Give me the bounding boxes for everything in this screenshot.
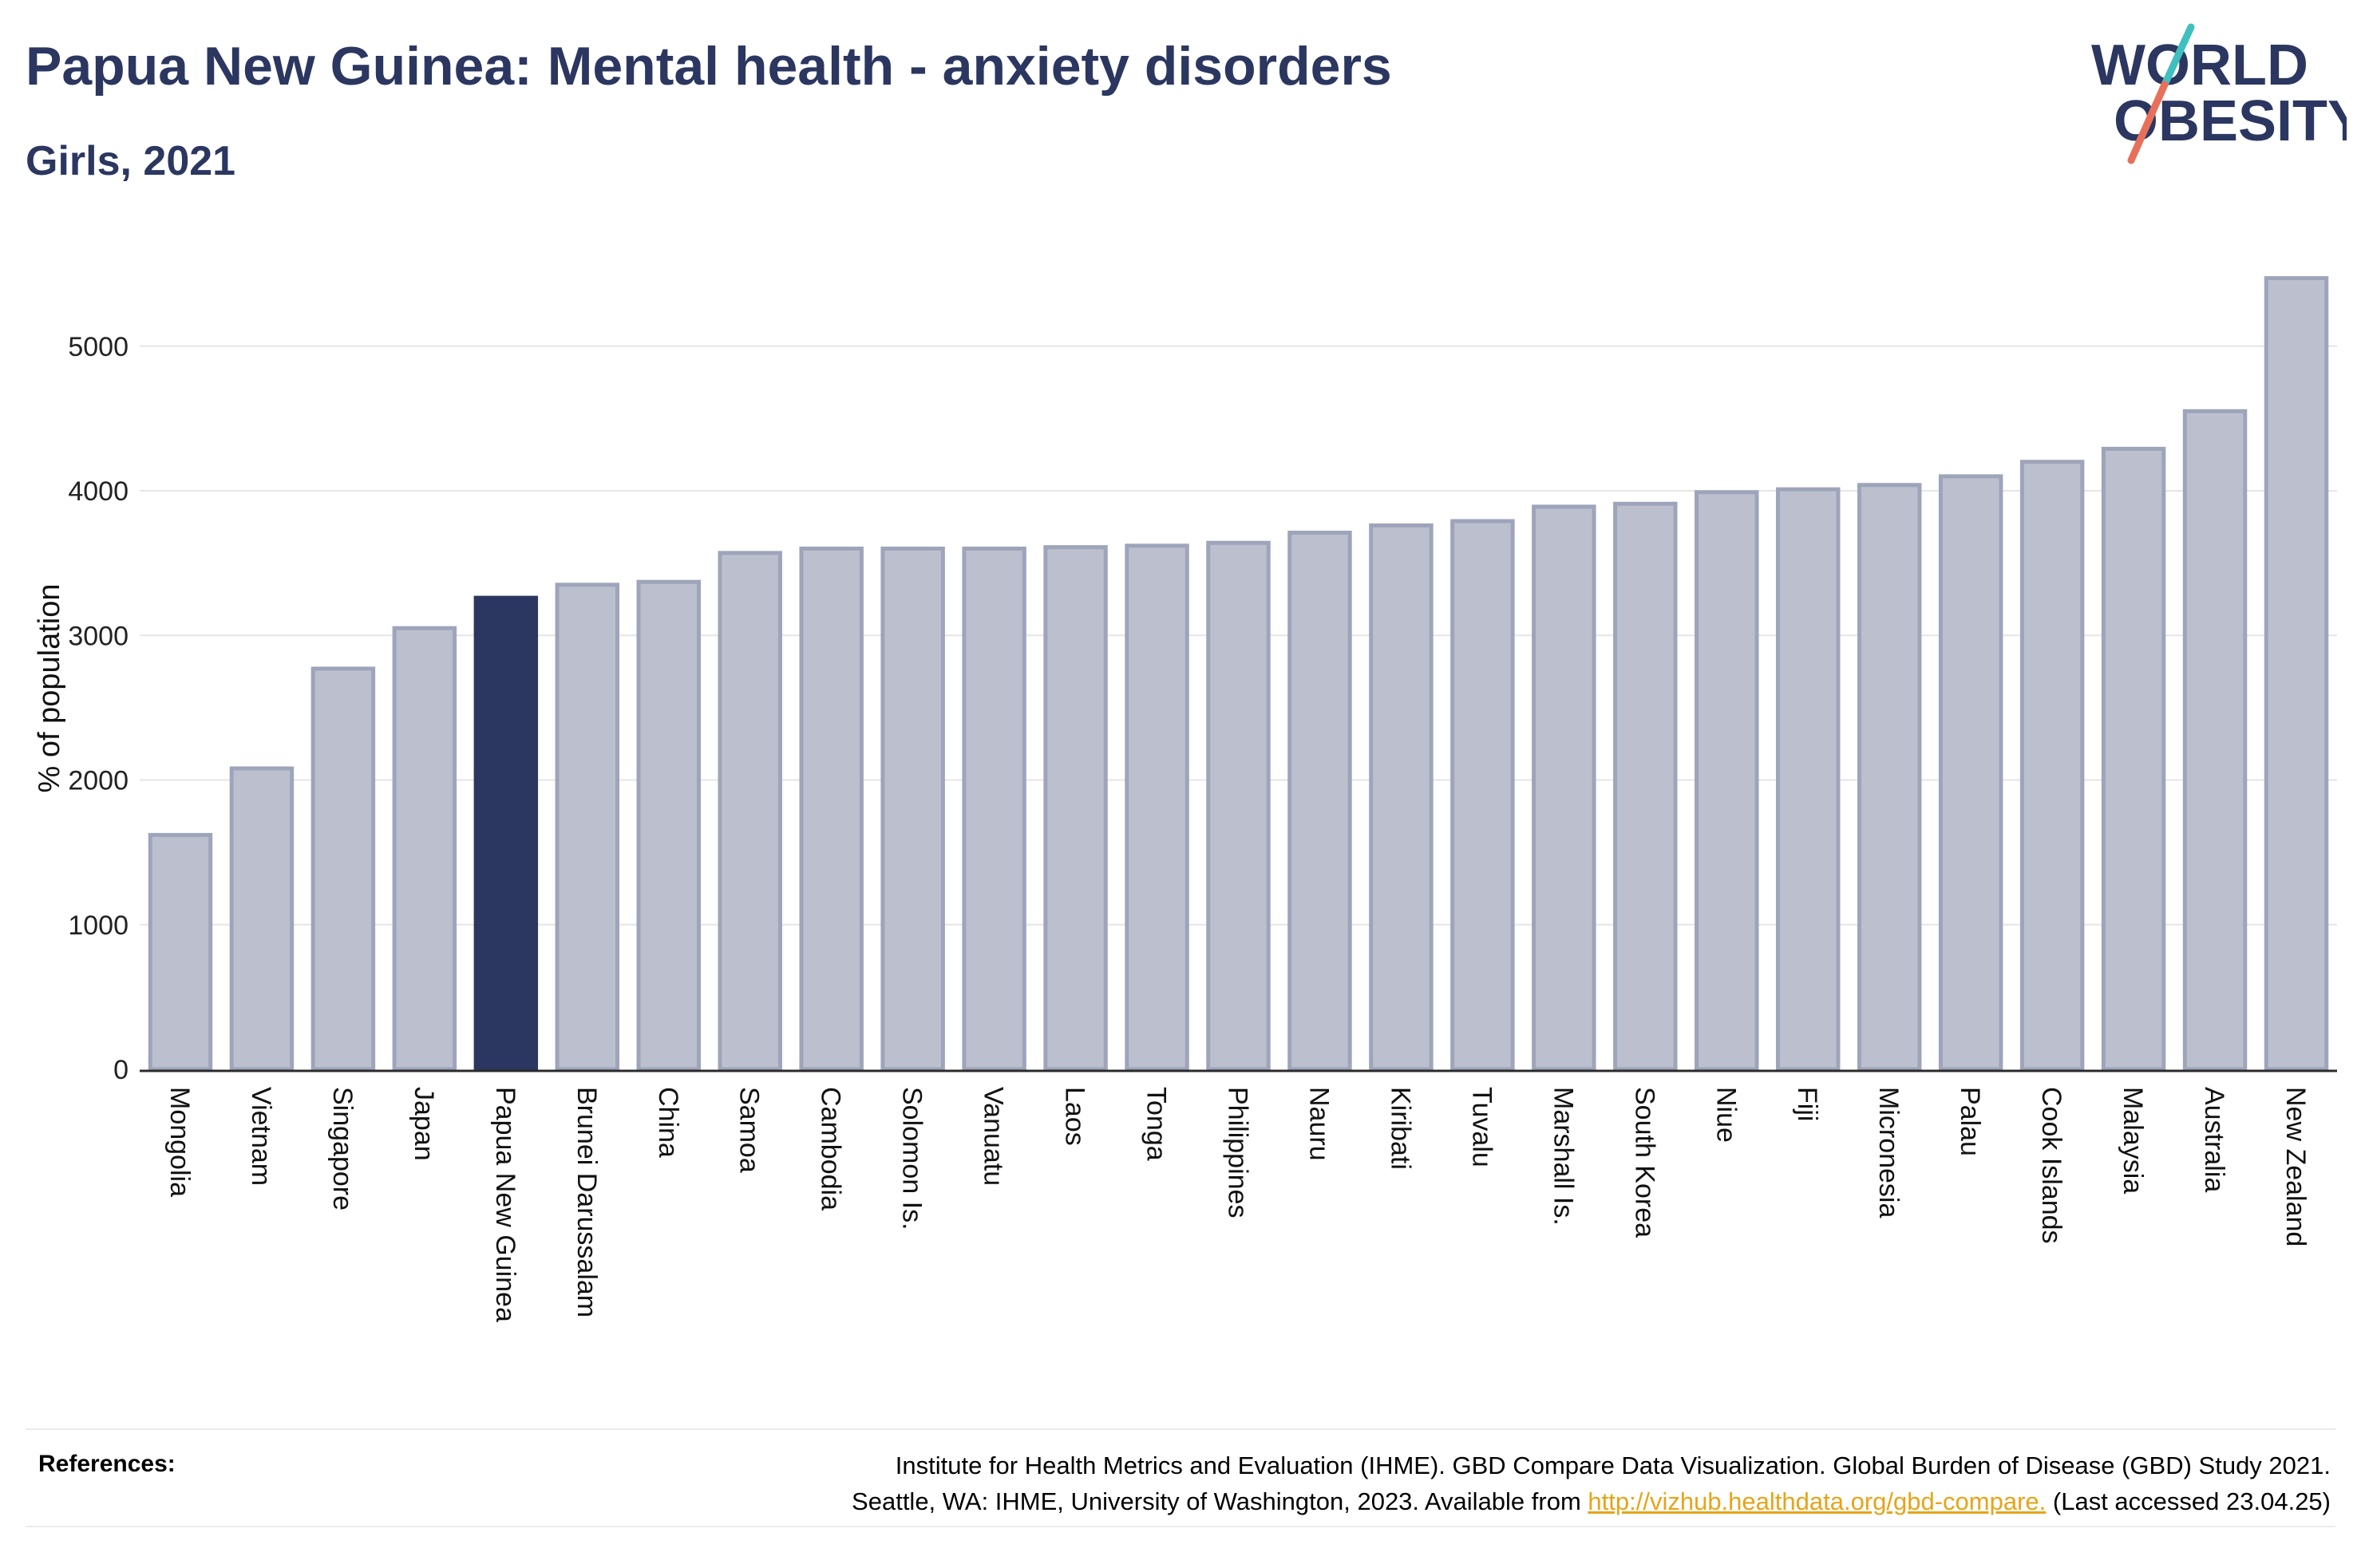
bar-solomon-is [880,547,945,1072]
bar-china [636,579,701,1072]
bars [148,276,2329,1072]
x-tick-label: Niue [1710,1087,1741,1143]
x-tick-label: Malaysia [2118,1087,2148,1194]
x-tick-label: Singapore [327,1087,358,1211]
x-tick-label: Fiji [1792,1087,1822,1121]
x-tick-label: Tuvalu [1466,1087,1497,1167]
logo-text-obesity: OBESITY [2114,89,2347,153]
x-tick-label: Cambodia [816,1087,846,1211]
x-tick-label: Japan [409,1087,439,1161]
bar-new-zealand [2264,276,2329,1072]
bar-samoa [718,551,782,1072]
references-line-2: Seattle, WA: IHME, University of Washing… [852,1484,2331,1520]
x-tick-label: China [653,1087,683,1158]
x-tick-label: Nauru [1303,1087,1334,1161]
bar-kiribati [1369,523,1434,1072]
references-divider-bottom [26,1526,2335,1527]
x-tick-label: Marshall Is. [1548,1087,1578,1226]
bar-brunei-darussalam [555,583,620,1072]
x-tick-label: Samoa [734,1087,765,1173]
references-line-1: Institute for Health Metrics and Evaluat… [895,1451,2331,1479]
x-tick-label: Solomon Is. [897,1087,927,1230]
bar-tuvalu [1450,519,1515,1072]
logo-slash-coral [2127,81,2169,164]
bar-singapore [310,666,376,1072]
world-obesity-logo: WORLD OBESITY [2091,23,2347,164]
bar-papua-new-guinea [473,595,539,1072]
bar-laos [1043,545,1108,1072]
bar-south-korea [1613,501,1678,1072]
bar-australia [2182,409,2248,1072]
bar-chart: 0 1000 2000 3000 4000 5000 Mongolia Vietnam Sin… [33,276,2337,1322]
y-tick-label: 2000 [68,766,129,796]
bar-palau [1938,474,2003,1072]
x-tick-label: Kiribati [1385,1087,1415,1170]
x-tick-label: Australia [2199,1087,2229,1192]
page-title: Papua New Guinea: Mental health - anxiet… [26,36,1392,97]
bar-mongolia [148,832,213,1072]
y-axis-label: % of population [33,584,66,793]
x-tick-label: Papua New Guinea [490,1087,520,1322]
references-line-2-suffix: (Last accessed 23.04.25) [2046,1487,2331,1515]
references-label: References: [38,1451,176,1477]
references-line-2-prefix: Seattle, WA: IHME, University of Washing… [852,1487,1588,1515]
bar-vietnam [229,766,295,1072]
references-text: Institute for Health Metrics and Evaluat… [852,1448,2331,1520]
x-tick-label: Cook Islands [2036,1087,2066,1244]
x-tick-label: Mongolia [164,1087,195,1197]
bar-tonga [1125,543,1189,1072]
bar-cambodia [799,547,864,1072]
bar-vanuatu [962,547,1026,1072]
y-tick-label: 1000 [68,910,129,941]
logo-text-world: WORLD [2091,34,2308,97]
references-link[interactable]: http://vizhub.healthdata.org/gbd-compare… [1588,1487,2047,1515]
bar-philippines [1206,540,1271,1072]
bar-cook-islands [2019,460,2085,1072]
y-tick-labels: 0 1000 2000 3000 4000 5000 [68,332,129,1085]
x-tick-label: New Zealand [2280,1087,2311,1246]
page-subtitle: Girls, 2021 [26,138,236,184]
y-tick-label: 3000 [68,621,129,651]
bar-malaysia [2101,446,2166,1072]
references-divider-top [26,1428,2335,1430]
x-tick-label: Laos [1060,1087,1090,1146]
bar-marshall-is [1532,504,1596,1072]
bar-micronesia [1857,483,1922,1072]
bar-japan [392,626,457,1072]
x-tick-label: Vanuatu [979,1087,1009,1186]
x-tick-label: Micronesia [1873,1087,1904,1218]
y-tick-label: 5000 [68,332,129,362]
x-tick-label: Philippines [1223,1087,1253,1218]
logo-slash-teal [2161,23,2195,89]
x-tick-label: Tonga [1141,1087,1172,1161]
y-tick-label: 0 [113,1055,129,1085]
bar-fiji [1776,487,1841,1072]
bar-nauru [1287,531,1352,1072]
y-tick-label: 4000 [68,476,129,507]
x-tick-label: Palau [1955,1087,1985,1156]
x-tick-label: Brunei Darussalam [571,1087,602,1317]
x-tick-label: Vietnam [246,1087,276,1186]
x-tick-labels: Mongolia Vietnam Singapore Japan Papua New G… [164,1087,2311,1322]
x-tick-label: South Korea [1629,1087,1659,1238]
bar-niue [1695,490,1759,1072]
